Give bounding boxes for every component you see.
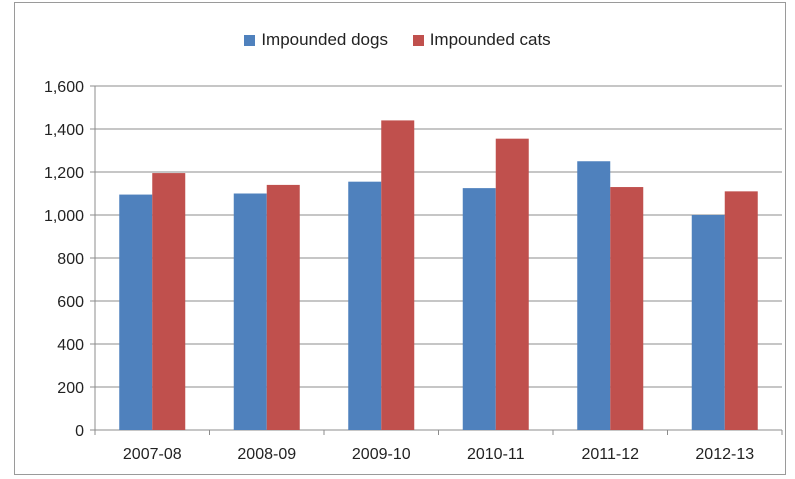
legend-label-dogs: Impounded dogs [261, 30, 388, 49]
y-tick-label: 400 [57, 337, 84, 354]
legend: Impounded dogs Impounded cats [0, 30, 795, 51]
bar-dogs-2010-11 [462, 188, 496, 430]
legend-swatch-cats [412, 34, 424, 46]
legend-item-dogs: Impounded dogs [244, 30, 388, 50]
x-tick-label: 2011-12 [581, 446, 639, 463]
legend-swatch-dogs [244, 34, 256, 46]
y-tick-label: 200 [57, 380, 84, 397]
y-tick-label: 1,400 [44, 122, 84, 139]
bar-dogs-2012-13 [691, 215, 725, 430]
y-tick-label: 1,000 [44, 208, 84, 225]
bar-cats-2009-10 [381, 120, 415, 431]
x-tick-label: 2009-10 [352, 446, 411, 463]
x-tick-label: 2008-09 [237, 446, 296, 463]
x-tick-label: 2010-11 [467, 446, 525, 463]
x-tick-label: 2012-13 [695, 446, 754, 463]
legend-item-cats: Impounded cats [412, 30, 551, 50]
legend-label-cats: Impounded cats [429, 30, 551, 49]
y-tick-label: 600 [57, 294, 84, 311]
bar-cats-2008-09 [266, 184, 300, 430]
bar-cats-2007-08 [152, 173, 186, 430]
bar-cats-2010-11 [495, 138, 529, 431]
x-tick-label: 2007-08 [123, 446, 182, 463]
bar-cats-2012-13 [724, 191, 758, 430]
y-tick-label: 800 [57, 251, 84, 268]
chart-frame [14, 2, 786, 475]
bar-dogs-2009-10 [348, 181, 382, 430]
y-tick-label: 1,200 [44, 165, 84, 182]
bar-dogs-2007-08 [119, 194, 153, 430]
bar-dogs-2011-12 [577, 161, 611, 430]
bar-dogs-2008-09 [233, 193, 267, 430]
y-tick-label: 0 [75, 423, 84, 440]
y-tick-label: 1,600 [44, 79, 84, 96]
bar-cats-2011-12 [610, 187, 644, 430]
